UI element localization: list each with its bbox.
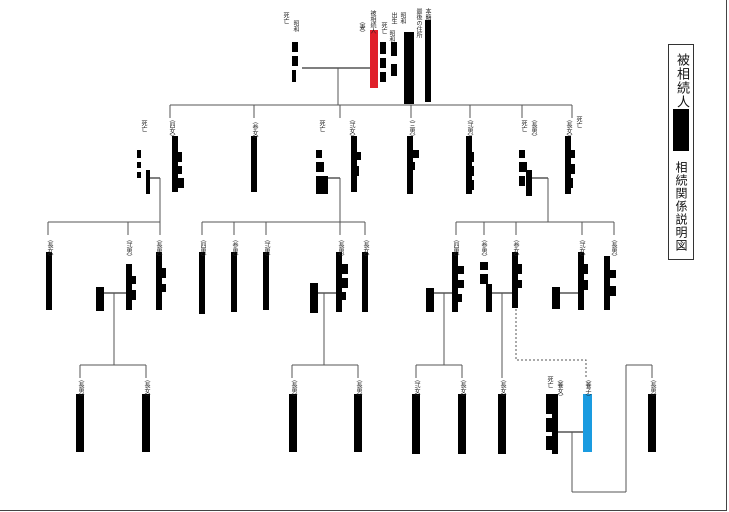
gen2-relation-1: （長女） [46,236,53,260]
decedent-mark: 被相続人 [369,10,376,34]
gen3-relation-10: （長男） [649,376,656,400]
gen3-relation-3: （長男） [290,376,297,400]
gen1-relation-7: （長女） [565,116,572,140]
title-decedent: 被相続人 [674,53,689,109]
gen3-died-8: 死亡 [546,376,553,388]
gen1-relation-6: （長男） [530,116,537,140]
gen2-relation-11: （参女） [512,236,519,260]
title-box: 被相続人 相続関係説明図 [668,44,694,260]
gen3-relation-9: （養子） [584,376,591,400]
gen2-relation-6: （弐男） [263,236,270,260]
adopted-child-bar [583,394,592,452]
gen3-relation-4: （長男） [355,376,362,400]
gen1-relation-2: （参女） [251,118,258,142]
spouse-relation: （妻） [358,18,365,36]
gen1-died-3: 死亡 [318,120,325,132]
gen3-relation-6: （長女） [459,376,466,400]
gen3-relation-2: （長女） [143,376,150,400]
gen2-relation-12: （弐女） [578,236,585,260]
gen2-relation-8: （長女） [362,236,369,260]
decedent-died-label: 死亡 [380,22,387,34]
gen1-relation-3: （弐女） [348,116,355,140]
gen3-relation-8: （養女） [556,376,563,400]
spouse-died-label: 死亡 [282,12,289,24]
gen2-relation-3: （長男） [155,236,162,260]
decedent-born-label: 出生 [390,12,397,24]
decedent-born-era: 昭和 [399,12,406,24]
gen2-relation-2: （弐男） [125,236,132,260]
gen1-died-1: 死亡 [140,120,147,132]
decedent-died-era: 昭和 [388,30,395,42]
gen2-relation-5: （参男） [231,236,238,260]
gen2-relation-9: （四男） [452,236,459,260]
decedent-name-redacted [673,109,689,151]
gen3-relation-7: （長女） [499,376,506,400]
decedent-bar [370,30,378,88]
gen1-relation-5: （弐男） [466,116,473,140]
address-label: 最後の住所 [415,8,422,38]
gen2-relation-7: （長男） [337,236,344,260]
gen3-relation-5: （弐女） [413,376,420,400]
spouse-era: 昭和 [292,20,299,32]
gen2-relation-4: （四男） [199,236,206,260]
gen1-relation-4: （三男） [408,116,415,140]
gen3-relation-1: （長男） [77,376,84,400]
gen1-relation-1: （四女） [168,116,175,140]
title-chart: 相続関係説明図 [674,161,688,252]
gen2-relation-10: （参男） [480,236,487,260]
gen2-relation-13: （長男） [610,236,617,260]
gen1-died-7: 死亡 [575,116,582,128]
gen1-died-6: 死亡 [520,120,527,132]
honseki-label: 本籍 [424,8,431,20]
